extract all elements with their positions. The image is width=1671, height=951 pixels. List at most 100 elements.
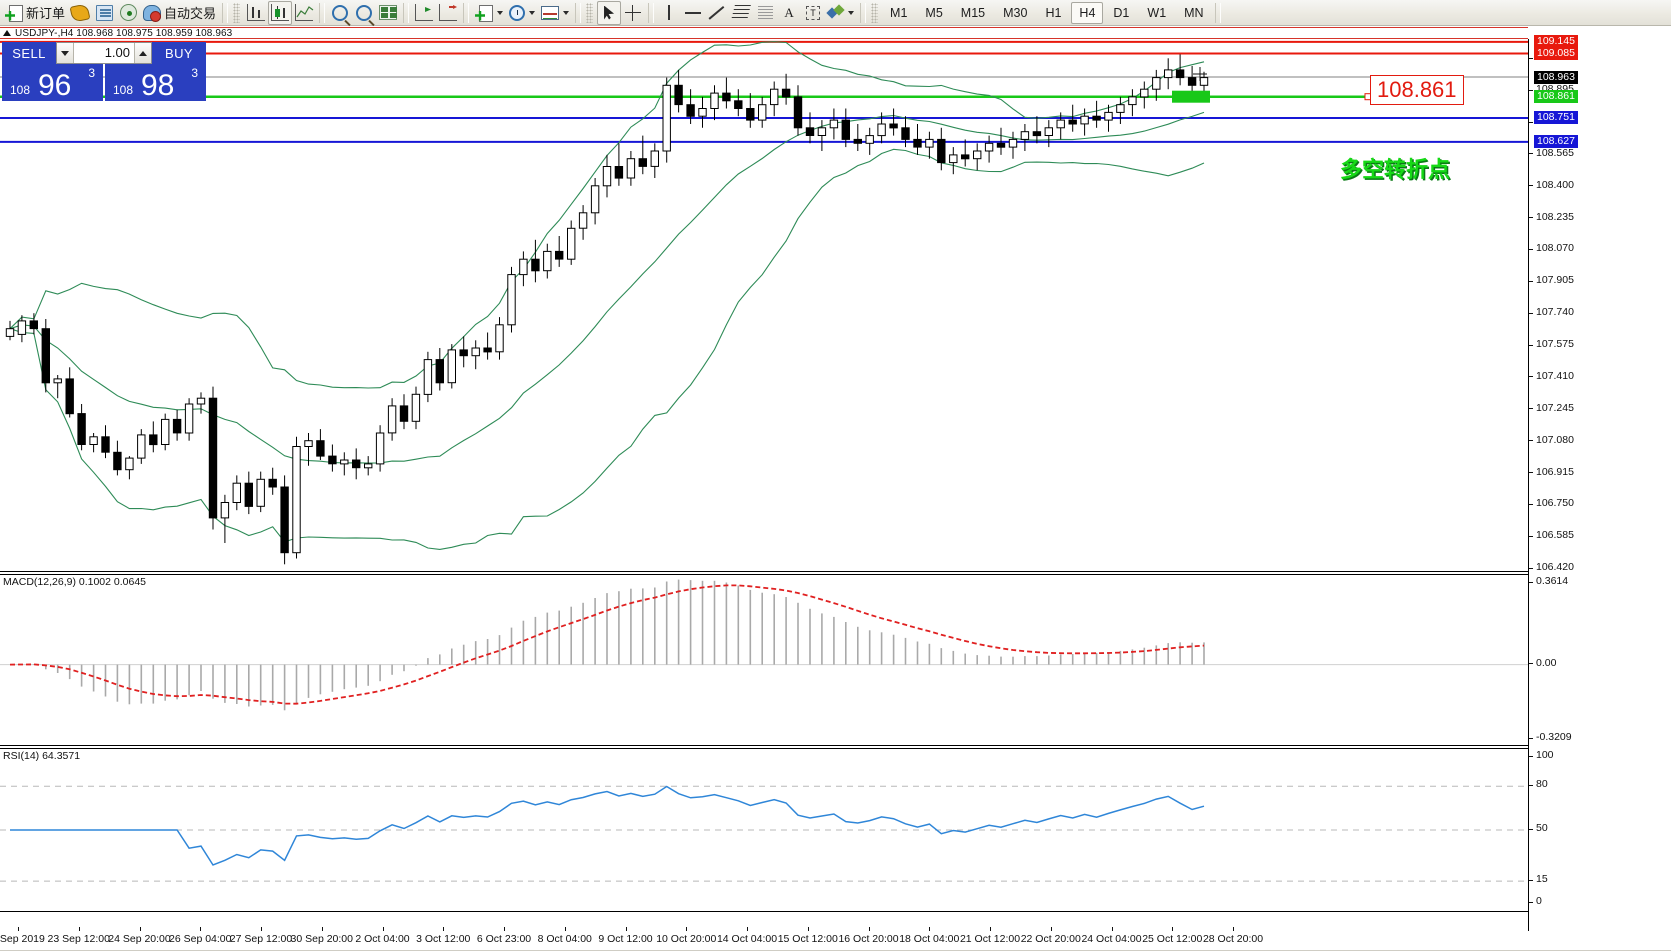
new-order-button[interactable]: 新订单 xyxy=(2,1,68,25)
buy-button[interactable]: BUY xyxy=(152,42,206,64)
chart-shift-button[interactable] xyxy=(436,1,460,25)
label-handle[interactable] xyxy=(1529,94,1534,100)
vertical-line-button[interactable] xyxy=(657,1,681,25)
auto-trading-label: 自动交易 xyxy=(164,6,217,21)
time-axis-tick xyxy=(1233,927,1234,931)
sell-button[interactable]: SELL xyxy=(2,42,56,64)
chevron-down-icon[interactable] xyxy=(529,10,536,15)
fibonacci-button[interactable] xyxy=(729,1,753,25)
macd-indicator-panel[interactable]: MACD(12,26,9) 0.1002 0.0645 xyxy=(0,574,1528,746)
time-axis-tick xyxy=(747,927,748,931)
time-axis-tick xyxy=(929,927,931,931)
data-window-button[interactable] xyxy=(92,1,116,25)
bar-chart-button[interactable] xyxy=(244,1,268,25)
rsi-indicator-panel[interactable]: RSI(14) 64.3571 xyxy=(0,748,1528,912)
label-handle[interactable] xyxy=(1529,115,1534,121)
timeframe-m5[interactable]: M5 xyxy=(925,5,943,20)
timeframe-m30[interactable]: M30 xyxy=(1003,5,1028,20)
time-axis-tick xyxy=(78,927,80,931)
timeframe-w1[interactable]: W1 xyxy=(1147,5,1167,20)
gold-bars-button[interactable] xyxy=(68,1,92,25)
rsi-label: RSI(14) 64.3571 xyxy=(3,750,81,762)
tick-dash xyxy=(1529,89,1533,91)
text-button[interactable]: A xyxy=(777,1,801,25)
tick-dash xyxy=(1529,344,1533,346)
label-handle[interactable] xyxy=(1529,50,1534,56)
shapes-button[interactable] xyxy=(825,1,857,25)
price-label-current-bid[interactable]: 108.963 xyxy=(1529,70,1578,84)
time-axis-label: 0 Sep 2019 xyxy=(0,933,45,945)
buy-price-display[interactable]: 108 98 3 xyxy=(105,64,206,102)
auto-trading-button[interactable]: 自动交易 xyxy=(140,1,219,25)
tick-dash xyxy=(1529,248,1533,250)
toolbar-grip[interactable] xyxy=(586,2,594,23)
time-axis-tick xyxy=(625,927,627,931)
price-scale[interactable]: 109.060108.895108.730108.565108.400108.2… xyxy=(1528,35,1671,931)
price-chart-panel[interactable]: 108.861 多空转折点 xyxy=(0,39,1528,572)
price-label-108861[interactable]: 108.861 xyxy=(1529,90,1578,104)
price-chart-svg[interactable] xyxy=(0,39,1528,572)
time-axis-label: 24 Sep 20:00 xyxy=(108,933,171,945)
volume-stepper[interactable]: 1.00 xyxy=(56,42,152,64)
price-label-108627[interactable]: 108.627 xyxy=(1529,135,1578,149)
timeframe-mn[interactable]: MN xyxy=(1184,5,1204,20)
price-label-108751[interactable]: 108.751 xyxy=(1529,111,1578,125)
time-axis-tick xyxy=(261,927,262,931)
label-handle[interactable] xyxy=(1529,74,1534,80)
chart-marker-icon xyxy=(3,30,11,36)
zoom-in-button[interactable] xyxy=(328,1,352,25)
data-window-icon xyxy=(95,4,113,21)
timeframe-h1[interactable]: H1 xyxy=(1045,5,1062,20)
candlestick-chart-button[interactable] xyxy=(268,0,293,25)
price-annotation-box[interactable]: 108.861 xyxy=(1370,75,1464,105)
label-handle[interactable] xyxy=(1529,139,1534,145)
tick-dash xyxy=(1529,567,1533,569)
timeframe-h4[interactable]: H4 xyxy=(1071,1,1104,24)
one-click-trading-panel[interactable]: SELL 1.00 BUY 108 96 3 108 98 3 xyxy=(2,42,206,102)
time-axis-label: 16 Oct 20:00 xyxy=(838,933,899,945)
timeframe-m15[interactable]: M15 xyxy=(960,5,986,20)
tick-dash xyxy=(1529,57,1533,59)
volume-increase-button[interactable] xyxy=(134,43,151,63)
auto-trading-icon xyxy=(143,4,162,22)
chevron-down-icon[interactable] xyxy=(848,10,855,15)
toolbar-grip[interactable] xyxy=(233,2,241,23)
chevron-down-icon[interactable] xyxy=(497,10,504,15)
chart-area[interactable]: 108.861 多空转折点 MACD(12,26,9) 0.1002 0.064… xyxy=(0,39,1671,931)
sell-price-display[interactable]: 108 96 3 xyxy=(2,64,103,102)
text-label-button[interactable]: T xyxy=(801,1,825,25)
tick-dash xyxy=(1529,737,1533,739)
tick-dash xyxy=(1529,784,1533,786)
price-label-109085[interactable]: 109.085 xyxy=(1529,46,1578,60)
time-axis-tick xyxy=(18,927,19,931)
auto-scroll-button[interactable] xyxy=(412,1,436,25)
horizontal-line-button[interactable] xyxy=(681,1,705,25)
chinese-annotation-text[interactable]: 多空转折点 xyxy=(1340,158,1451,183)
price-label-109145[interactable]: 109.145 xyxy=(1529,35,1578,49)
line-chart-button[interactable] xyxy=(292,1,316,25)
fibonacci-fan-button[interactable] xyxy=(753,1,777,25)
templates-button[interactable] xyxy=(538,1,572,25)
volume-input[interactable]: 1.00 xyxy=(104,45,130,60)
chevron-down-icon[interactable] xyxy=(563,10,570,15)
time-axis-label: 23 Sep 12:00 xyxy=(47,933,110,945)
volume-decrease-button[interactable] xyxy=(57,43,74,63)
tile-windows-button[interactable] xyxy=(376,1,400,25)
cursor-button[interactable] xyxy=(597,0,622,25)
crosshair-button[interactable] xyxy=(621,1,645,25)
rsi-chart-svg[interactable] xyxy=(0,749,1528,911)
periods-button[interactable] xyxy=(506,1,538,25)
buy-price-fraction: 3 xyxy=(191,66,198,80)
timeframe-d1[interactable]: D1 xyxy=(1113,5,1130,20)
trade-panel-price-row: 108 96 3 108 98 3 xyxy=(2,64,206,102)
timeframe-m1[interactable]: M1 xyxy=(890,5,908,20)
label-handle[interactable] xyxy=(1529,39,1534,45)
trendline-button[interactable] xyxy=(705,1,729,25)
add-indicator-button[interactable] xyxy=(472,1,506,25)
zoom-out-button[interactable] xyxy=(352,1,376,25)
toolbar-grip[interactable] xyxy=(871,2,879,23)
time-axis-label: 10 Oct 20:00 xyxy=(656,933,717,945)
signals-button[interactable] xyxy=(116,1,140,25)
macd-chart-svg[interactable] xyxy=(0,575,1528,745)
